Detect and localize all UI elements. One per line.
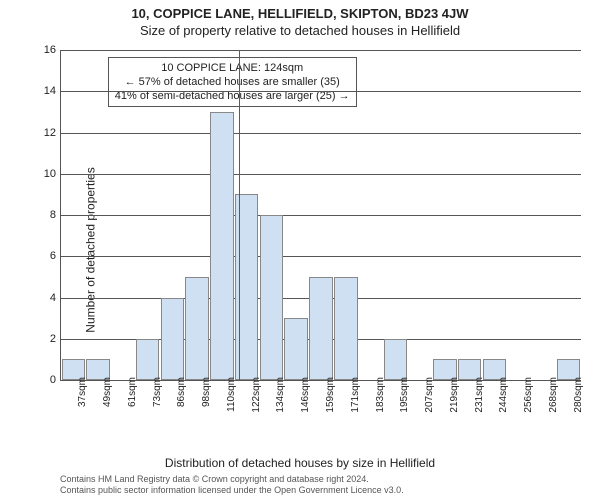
gridline [61, 91, 581, 92]
x-tick: 61sqm [127, 377, 138, 407]
histogram-bar [136, 339, 160, 380]
x-tick: 231sqm [474, 377, 485, 413]
gridline [61, 133, 581, 134]
gridline [61, 174, 581, 175]
histogram-bar [334, 277, 358, 380]
y-tick: 2 [31, 333, 56, 345]
y-tick: 0 [31, 374, 56, 386]
x-tick: 159sqm [325, 377, 336, 413]
x-tick: 98sqm [201, 377, 212, 407]
chart-subtitle: Size of property relative to detached ho… [0, 21, 600, 38]
x-tick: 73sqm [152, 377, 163, 407]
histogram-bar [161, 298, 185, 381]
y-tick: 8 [31, 209, 56, 221]
chart-title: 10, COPPICE LANE, HELLIFIELD, SKIPTON, B… [0, 0, 600, 21]
histogram-bar [384, 339, 408, 380]
x-tick: 256sqm [523, 377, 534, 413]
y-tick: 14 [31, 85, 56, 97]
histogram-bar [309, 277, 333, 380]
footer-line1: Contains HM Land Registry data © Crown c… [60, 474, 404, 485]
x-tick: 280sqm [573, 377, 584, 413]
x-tick: 195sqm [399, 377, 410, 413]
y-tick: 10 [31, 168, 56, 180]
gridline [61, 256, 581, 257]
x-tick: 183sqm [375, 377, 386, 413]
x-tick: 219sqm [449, 377, 460, 413]
footer-attribution: Contains HM Land Registry data © Crown c… [60, 474, 404, 496]
x-axis-label: Distribution of detached houses by size … [0, 456, 600, 470]
y-tick: 4 [31, 292, 56, 304]
footer-line2: Contains public sector information licen… [60, 485, 404, 496]
histogram-bar [210, 112, 234, 380]
x-tick: 244sqm [498, 377, 509, 413]
x-tick: 268sqm [548, 377, 559, 413]
x-tick: 122sqm [251, 377, 262, 413]
y-tick: 16 [31, 44, 56, 56]
y-tick: 12 [31, 127, 56, 139]
chart-container: 10, COPPICE LANE, HELLIFIELD, SKIPTON, B… [0, 0, 600, 500]
annotation-line: 10 COPPICE LANE: 124sqm [115, 61, 350, 75]
x-tick: 146sqm [300, 377, 311, 413]
histogram-bar [185, 277, 209, 380]
histogram-bar [284, 318, 308, 380]
x-tick: 171sqm [350, 377, 361, 413]
marker-line [239, 50, 240, 380]
y-tick: 6 [31, 250, 56, 262]
plot-area: 10 COPPICE LANE: 124sqm← 57% of detached… [60, 50, 581, 381]
x-tick: 86sqm [176, 377, 187, 407]
x-tick: 49sqm [102, 377, 113, 407]
x-tick: 110sqm [226, 377, 237, 412]
x-tick: 207sqm [424, 377, 435, 413]
gridline [61, 50, 581, 51]
annotation-line: ← 57% of detached houses are smaller (35… [115, 75, 350, 89]
histogram-bar [260, 215, 284, 380]
x-tick: 37sqm [77, 377, 88, 407]
annotation-box: 10 COPPICE LANE: 124sqm← 57% of detached… [108, 57, 357, 108]
x-tick: 134sqm [275, 377, 286, 413]
gridline [61, 215, 581, 216]
